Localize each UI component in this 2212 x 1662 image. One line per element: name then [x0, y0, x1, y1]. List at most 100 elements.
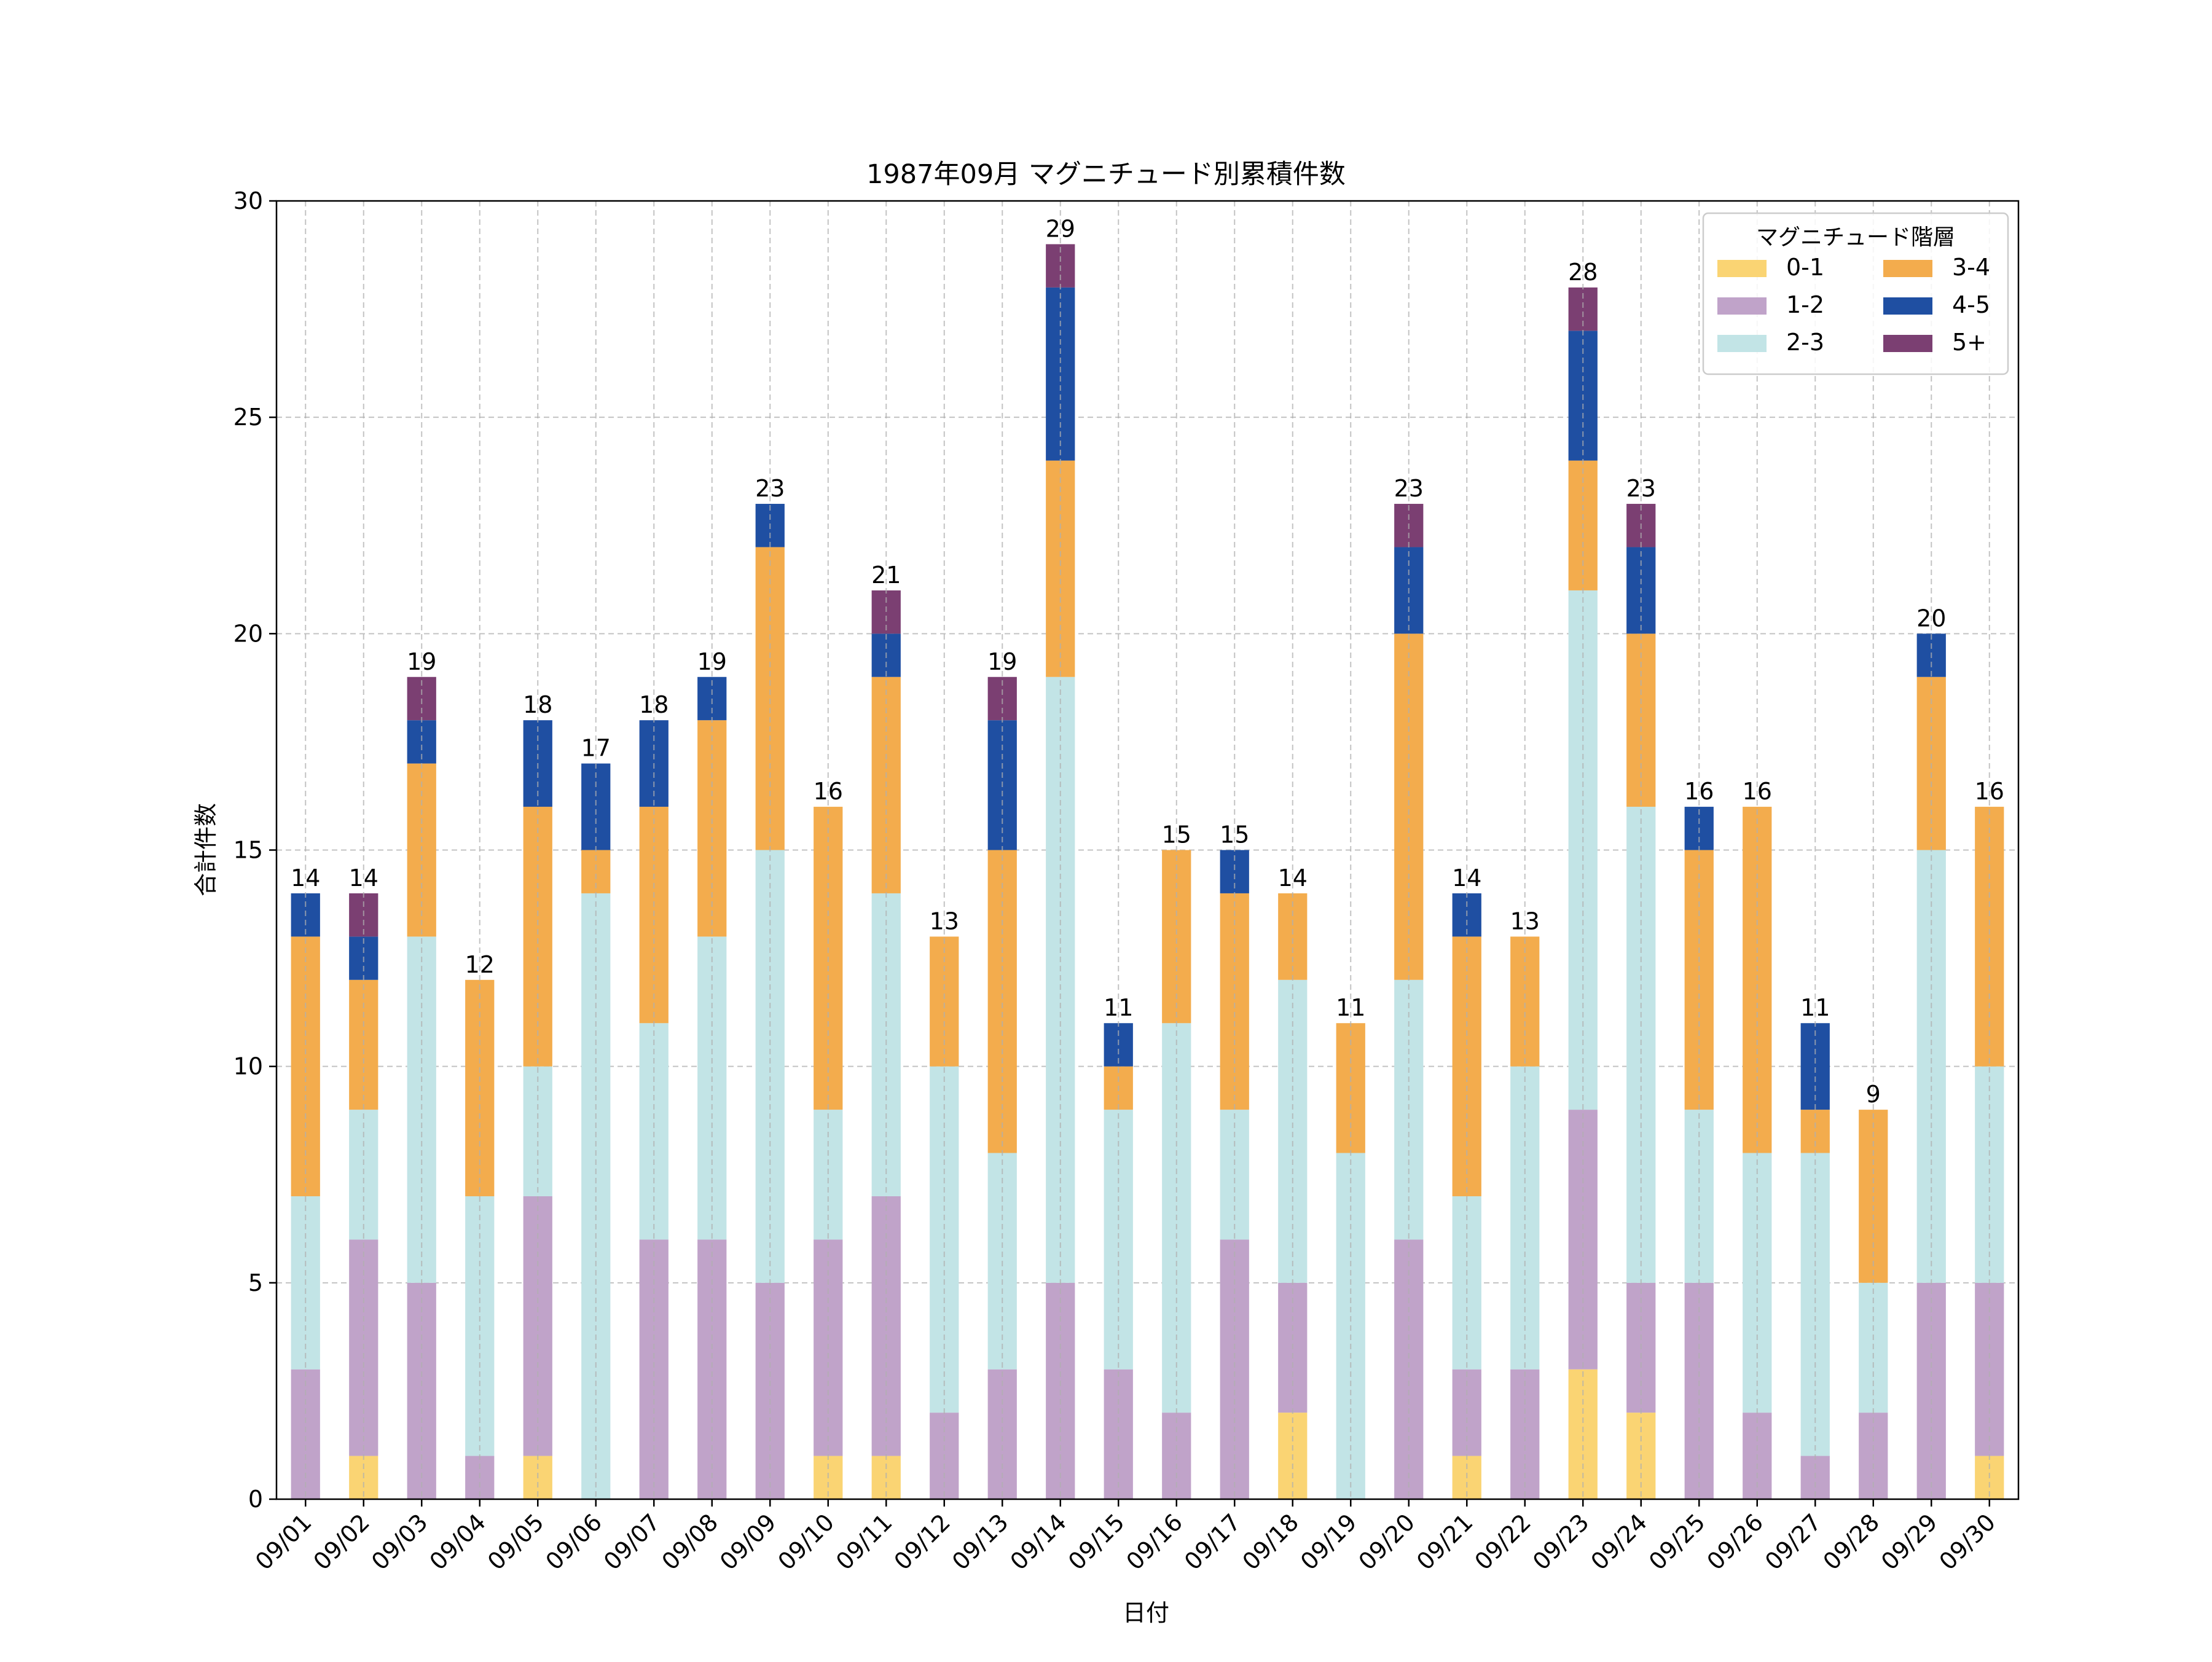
y-tick-label: 20	[233, 620, 263, 647]
x-tick-label: 09/28	[1818, 1508, 1885, 1575]
legend-items: 0-1 1-2 2-3 3-4 4-5 5+	[1717, 254, 1990, 356]
bar-segment-2-3	[1800, 1153, 1830, 1456]
x-tick-label: 09/01	[250, 1508, 317, 1575]
bar-segment-3-4	[1975, 807, 2004, 1067]
legend-title: マグニチュード階層	[1756, 225, 1955, 250]
x-tick-label: 09/22	[1470, 1508, 1537, 1575]
bar-total-label: 19	[697, 648, 727, 675]
legend-swatch-3-4	[1883, 260, 1932, 277]
x-tick-label: 09/23	[1528, 1508, 1594, 1575]
y-tick-label: 5	[248, 1269, 263, 1296]
bar-total-label: 16	[1743, 778, 1772, 805]
bar-segment-1-2	[1220, 1239, 1249, 1499]
x-tick-label: 09/25	[1644, 1508, 1711, 1575]
bar-total-label: 16	[1684, 778, 1714, 805]
y-axis-label: 合計件数	[192, 803, 219, 896]
x-tick-label: 09/20	[1354, 1508, 1421, 1575]
bar-total-label: 23	[755, 475, 785, 502]
x-tick-label: 09/27	[1760, 1508, 1827, 1575]
x-tick-label: 09/06	[541, 1508, 608, 1575]
bar-total-label: 15	[1162, 821, 1191, 849]
x-tick-label: 09/14	[1005, 1508, 1072, 1575]
x-tick-label: 09/19	[1295, 1508, 1362, 1575]
y-tick-label: 25	[233, 404, 263, 431]
bar-segment-1-2	[1104, 1369, 1133, 1499]
legend-label-1-2: 1-2	[1786, 291, 1824, 318]
bar-segment-1-2	[987, 1369, 1017, 1499]
bar-total-label: 20	[1916, 605, 1946, 632]
x-tick-label: 09/11	[831, 1508, 898, 1575]
bar-total-label: 14	[349, 864, 378, 892]
bar-segment-3-4	[523, 807, 552, 1067]
bar-segment-1-2	[1394, 1239, 1424, 1499]
bar-total-label: 19	[987, 648, 1017, 675]
x-tick-label: 09/21	[1411, 1508, 1478, 1575]
x-tick-label: 09/29	[1876, 1508, 1943, 1575]
bar-total-label: 15	[1220, 821, 1249, 849]
bar-total-label: 19	[407, 648, 436, 675]
legend-label-0-1: 0-1	[1786, 254, 1824, 281]
x-tick-label: 09/15	[1063, 1508, 1130, 1575]
bar-total-label: 23	[1626, 475, 1656, 502]
x-tick-label: 09/04	[425, 1508, 492, 1575]
bar-total-label: 13	[1510, 907, 1540, 935]
legend-label-2-3: 2-3	[1786, 329, 1824, 356]
x-tick-label: 09/08	[657, 1508, 724, 1575]
bar-segment-2-3	[1278, 979, 1308, 1283]
bar-segment-4-5	[581, 763, 611, 850]
bar-segment-3-4	[1278, 893, 1308, 980]
legend-swatch-5+	[1883, 335, 1932, 352]
bar-segment-0-1	[1568, 1369, 1598, 1499]
bar-total-label: 16	[814, 778, 843, 805]
x-tick-label: 09/10	[773, 1508, 840, 1575]
x-tick-label: 09/17	[1179, 1508, 1246, 1575]
bar-total-label: 11	[1336, 994, 1365, 1021]
x-tick-label: 09/03	[366, 1508, 433, 1575]
bar-total-label: 14	[1278, 864, 1308, 892]
x-axis: 09/0109/0209/0309/0409/0509/0609/0709/08…	[250, 1499, 2001, 1575]
x-tick-label: 09/05	[482, 1508, 549, 1575]
bar-total-label: 13	[930, 907, 959, 935]
x-tick-label: 09/09	[715, 1508, 782, 1575]
bar-total-label: 21	[871, 562, 901, 589]
bar-total-label: 18	[639, 691, 669, 718]
legend-swatch-2-3	[1717, 335, 1767, 352]
bar-total-label: 11	[1800, 994, 1830, 1021]
y-tick-label: 15	[233, 837, 263, 864]
bar-segment-1-2	[697, 1239, 727, 1499]
x-tick-label: 09/13	[947, 1508, 1014, 1575]
bar-total-label: 23	[1394, 475, 1424, 502]
bar-total-label: 11	[1104, 994, 1133, 1021]
x-tick-label: 09/16	[1121, 1508, 1188, 1575]
x-tick-label: 09/30	[1934, 1508, 2001, 1575]
y-axis: 0 5 10 15 20 25 30	[233, 187, 276, 1513]
bar-segment-1-2	[291, 1369, 320, 1499]
bar-segment-3-4	[987, 850, 1017, 1153]
y-tick-label: 30	[233, 187, 263, 214]
bar-total-label: 9	[1866, 1081, 1881, 1108]
bars-layer	[291, 244, 2004, 1499]
legend-label-4-5: 4-5	[1952, 291, 1990, 318]
legend-label-3-4: 3-4	[1952, 254, 1990, 281]
bar-total-label: 29	[1046, 215, 1075, 242]
chart-title: 1987年09月 マグニチュード別累積件数	[866, 159, 1346, 190]
legend-frame	[1702, 212, 2009, 375]
bar-segment-1-2	[1510, 1369, 1540, 1499]
x-tick-label: 09/24	[1586, 1508, 1653, 1575]
bar-total-label: 16	[1975, 778, 2004, 805]
total-labels-layer: 14 14 19 12 18 17 18 19 23 16 21 13 19 29 11 15 15 14 11 23…	[291, 215, 2004, 1108]
x-tick-label: 09/02	[308, 1508, 375, 1575]
x-tick-label: 09/12	[889, 1508, 956, 1575]
bar-total-label: 14	[291, 864, 320, 892]
legend-swatch-1-2	[1717, 297, 1767, 315]
legend-swatch-0-1	[1717, 260, 1767, 277]
bar-total-label: 18	[523, 691, 552, 718]
legend-label-5+: 5+	[1952, 329, 1986, 356]
legend: マグニチュード階層 0-1 1-2 2-3 3-4 4-5 5+	[1702, 212, 2009, 375]
bar-segment-1-2	[639, 1239, 669, 1499]
legend-swatch-4-5	[1883, 297, 1932, 315]
y-tick-label: 10	[233, 1053, 263, 1080]
bar-segment-3-4	[1510, 936, 1540, 1067]
